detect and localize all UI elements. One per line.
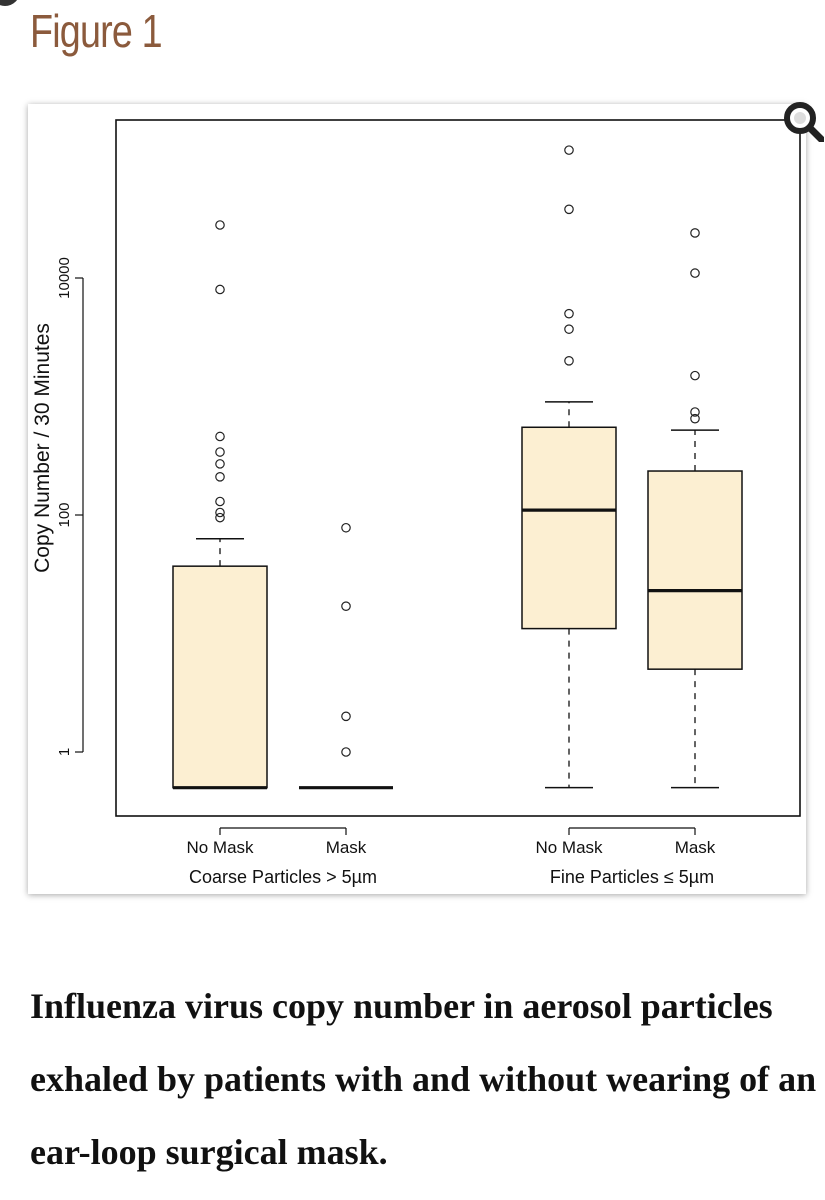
- x-group-label: Coarse Particles > 5µm: [189, 867, 377, 887]
- outlier-point: [690, 268, 700, 278]
- outlier-point: [215, 472, 225, 482]
- outlier-point: [341, 747, 351, 757]
- x-category-label: No Mask: [535, 838, 603, 857]
- x-group-label: Fine Particles ≤ 5µm: [550, 867, 714, 887]
- outlier-point: [215, 507, 225, 518]
- outlier-point: [215, 512, 225, 523]
- figure-caption: Influenza virus copy number in aerosol p…: [30, 986, 817, 1172]
- outlier-point: [215, 459, 225, 469]
- x-category-label: Mask: [326, 838, 367, 857]
- outlier-point: [341, 711, 351, 722]
- box-iqr: [647, 470, 743, 670]
- outlier-point: [341, 601, 351, 611]
- outlier-point: [215, 431, 225, 442]
- outlier-point: [215, 447, 225, 457]
- outlier-point: [690, 228, 700, 238]
- box-iqr: [521, 426, 617, 630]
- outlier-point: [690, 413, 700, 424]
- plot-frame: [115, 119, 801, 817]
- x-category-label: Mask: [675, 838, 716, 857]
- outlier-point: [215, 496, 225, 507]
- outlier-point: [690, 407, 700, 417]
- corner-tab-shape: [0, 0, 20, 6]
- outlier-point: [564, 145, 574, 155]
- outlier-point: [564, 356, 574, 366]
- y-tick-label: 1: [56, 748, 73, 756]
- outlier-point: [564, 204, 574, 215]
- figure-title: Figure 1: [30, 5, 163, 57]
- box-iqr: [172, 565, 268, 789]
- chart-card: 1 100 10000 Copy Number / 30 Minutes No Mask…: [28, 104, 806, 894]
- magnifier-icon[interactable]: [782, 100, 824, 142]
- y-tick-label: 100: [56, 502, 73, 527]
- y-tick-label: 10000: [56, 257, 73, 299]
- outlier-point: [564, 308, 574, 319]
- outlier-point: [564, 324, 574, 334]
- y-axis-label: Copy Number / 30 Minutes: [31, 323, 54, 573]
- boxplot-chart: 1 100 10000 Copy Number / 30 Minutes No Mask…: [31, 119, 801, 887]
- outlier-point: [215, 284, 225, 295]
- outlier-point: [690, 370, 700, 381]
- outlier-point: [215, 220, 225, 230]
- x-category-label: No Mask: [186, 838, 254, 857]
- outlier-point: [341, 522, 351, 533]
